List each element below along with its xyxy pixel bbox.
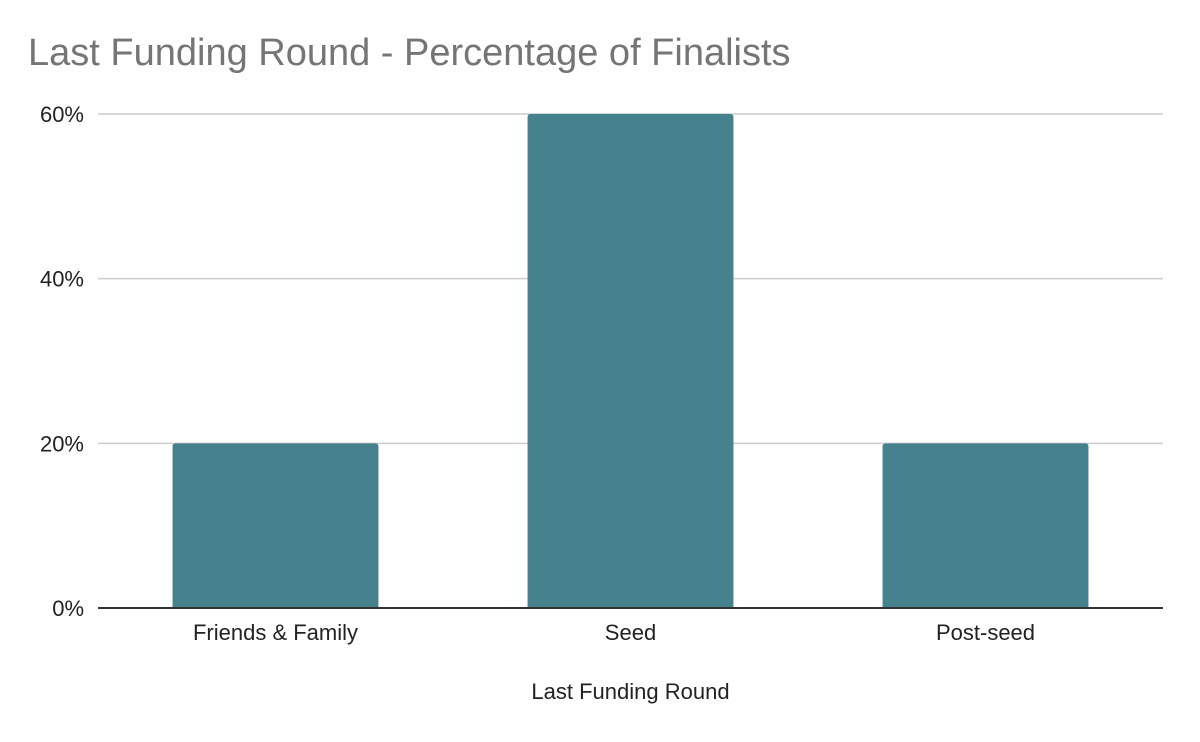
- x-tick-label-seed: Seed: [605, 620, 656, 645]
- tick-labels: 0% 20% 40% 60% Friends & Family Seed Post-seed: [40, 102, 1035, 645]
- x-tick-label-friends-family: Friends & Family: [193, 620, 358, 645]
- chart-title: Last Funding Round - Percentage of Final…: [28, 32, 791, 74]
- bar-post-seed: [882, 443, 1089, 608]
- x-tick-label-post-seed: Post-seed: [936, 620, 1035, 645]
- bars: [172, 114, 1089, 608]
- bar-friends-family: [172, 443, 379, 608]
- bar-seed: [527, 114, 734, 608]
- y-tick-label-20: 20%: [40, 431, 84, 456]
- y-tick-label-0: 0%: [52, 596, 84, 621]
- y-tick-label-40: 40%: [40, 267, 84, 292]
- y-tick-label-60: 60%: [40, 102, 84, 127]
- x-axis-title: Last Funding Round: [531, 679, 729, 704]
